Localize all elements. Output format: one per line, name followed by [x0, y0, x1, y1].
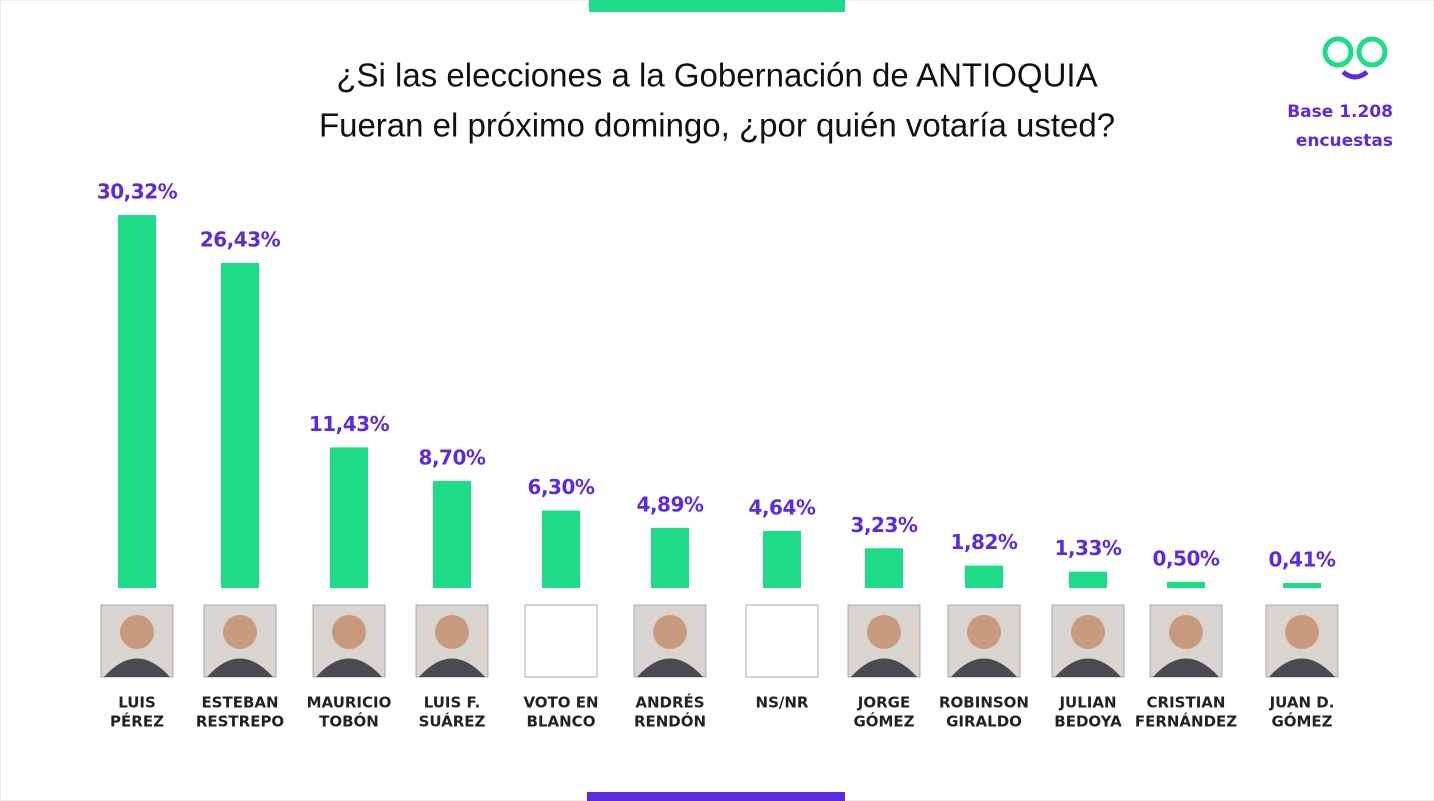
value-label: 26,43% [200, 227, 281, 251]
face [332, 615, 366, 649]
face [867, 615, 901, 649]
bar [965, 565, 1003, 588]
bar [221, 262, 259, 588]
shoulders [316, 658, 382, 677]
chart-title: Fueran el próximo domingo, ¿por quién vo… [319, 107, 1115, 144]
x-tick-label: FERNÁNDEZ [1135, 712, 1237, 731]
value-label: 6,30% [528, 475, 595, 499]
shoulders [951, 658, 1017, 677]
x-tick-label: JORGE [857, 694, 910, 712]
sample-note: encuestas [1296, 131, 1393, 151]
value-label: 8,70% [419, 445, 486, 469]
value-label: 0,50% [1153, 546, 1220, 570]
x-tick-label: PÉREZ [110, 712, 164, 731]
face [1285, 615, 1319, 649]
x-tick-label: ROBINSON [939, 694, 1029, 712]
x-tick-label: JULIAN [1058, 694, 1116, 712]
shoulders [851, 658, 917, 677]
bar [865, 548, 903, 588]
x-tick-label: BLANCO [527, 713, 596, 731]
x-tick-label: ANDRÉS [635, 693, 704, 712]
bar [1167, 581, 1205, 588]
top-bar [589, 0, 845, 12]
logo [1322, 36, 1388, 80]
value-label: 3,23% [851, 513, 918, 537]
face [1169, 615, 1203, 649]
x-tick-label: GIRALDO [946, 713, 1022, 731]
bottom-bar [587, 792, 845, 801]
bar [651, 527, 689, 588]
x-tick-label: LUIS F. [424, 694, 481, 712]
bar [763, 530, 801, 588]
face [435, 615, 469, 649]
face [1071, 615, 1105, 649]
x-tick-label: MAURICIO [307, 694, 392, 712]
shoulders [1269, 658, 1335, 677]
photo [524, 604, 598, 678]
shoulders [104, 658, 170, 677]
x-tick-label: CRISTIAN [1147, 694, 1226, 712]
value-label: 1,33% [1055, 536, 1122, 560]
shoulders [207, 658, 273, 677]
x-tick-label: JUAN D. [1269, 694, 1335, 712]
bar [433, 480, 471, 588]
x-tick-label: GÓMEZ [853, 712, 914, 731]
x-tick-label: GÓMEZ [1271, 712, 1332, 731]
bar [1283, 582, 1321, 588]
bar [542, 510, 580, 588]
value-label: 30,32% [97, 180, 178, 204]
value-label: 4,64% [749, 495, 816, 519]
bar [118, 215, 156, 588]
face [967, 615, 1001, 649]
value-label: 11,43% [309, 412, 390, 436]
value-label: 1,82% [951, 530, 1018, 554]
value-label: 4,89% [637, 492, 704, 516]
x-tick-label: SUÁREZ [419, 712, 486, 731]
x-tick-label: RENDÓN [634, 712, 706, 731]
x-tick-label: TOBÓN [319, 712, 379, 731]
bar [1069, 571, 1107, 588]
x-tick-label: LUIS [118, 694, 156, 712]
face [223, 615, 257, 649]
x-tick-label: BEDOYA [1054, 713, 1122, 731]
face [120, 615, 154, 649]
x-tick-label: VOTO EN [523, 694, 598, 712]
shoulders [637, 658, 703, 677]
x-tick-label: NS/NR [756, 694, 809, 712]
shoulders [1055, 658, 1121, 677]
x-tick-label: ESTEBAN [201, 694, 278, 712]
value-label: 0,41% [1269, 547, 1336, 571]
bar [330, 447, 368, 588]
x-tick-label: RESTREPO [196, 713, 284, 731]
face [653, 615, 687, 649]
photo [745, 604, 819, 678]
shoulders [1153, 658, 1219, 677]
chart-title: ¿Si las elecciones a la Gobernación de A… [336, 57, 1097, 94]
sample-note: Base 1.208 [1287, 102, 1393, 122]
shoulders [419, 658, 485, 677]
